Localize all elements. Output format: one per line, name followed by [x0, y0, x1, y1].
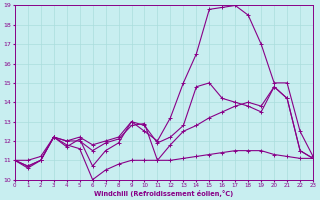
X-axis label: Windchill (Refroidissement éolien,°C): Windchill (Refroidissement éolien,°C) [94, 190, 234, 197]
